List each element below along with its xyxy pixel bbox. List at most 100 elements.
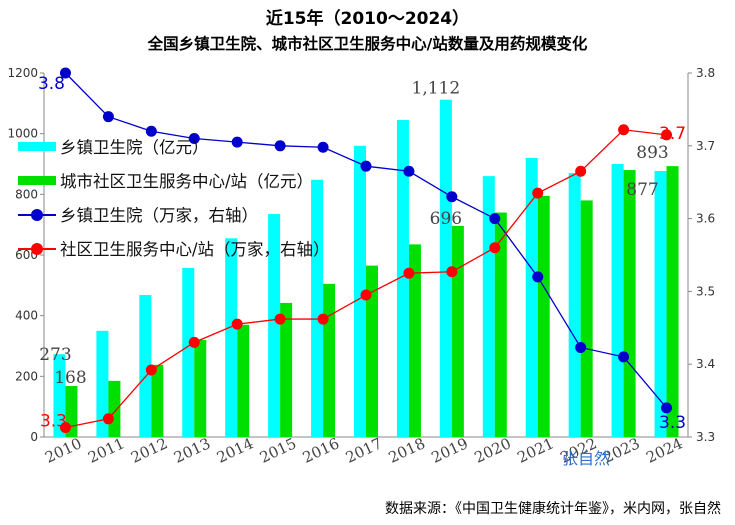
bar-township [268,214,281,437]
bar-township [311,179,324,438]
left-tick-label: 1000 [7,127,38,141]
point-community [661,129,673,141]
point-community [231,318,243,330]
point-community [489,242,501,254]
x-tick-label: 2017 [343,434,385,466]
bar-township [139,295,152,437]
data-label: 3.3 [40,412,67,432]
bar-community [494,212,507,437]
left-tick-label: 400 [15,309,38,323]
point-township [274,140,286,152]
left-tick-label: 800 [15,187,38,201]
bar-township [439,99,452,438]
bar-community [323,283,336,437]
chart-title: 近15年（2010～2024） [265,9,470,29]
point-township [532,271,544,283]
bar-community [237,324,250,437]
x-tick-label: 2011 [85,434,127,466]
data-label: 273 [39,345,71,365]
point-community [102,413,114,425]
bar-community [366,265,378,437]
legend-label: 城市社区卫生服务中心/站（亿元） [60,172,314,191]
point-community [403,267,415,279]
data-label: 3.7 [659,124,686,144]
point-community [59,422,71,434]
data-label: 893 [636,143,668,163]
bar-township [568,173,581,437]
point-township [661,402,673,414]
x-tick-label: 2016 [300,434,342,466]
data-label: 696 [430,209,462,229]
bar-township [482,176,495,437]
x-tick-label: 2024 [643,434,685,466]
point-township [403,165,415,177]
right-tick-label: 3.5 [696,284,715,298]
point-community [532,187,544,199]
bar-township [654,170,667,437]
x-tick-label: 2019 [429,434,471,466]
point-township [102,111,114,123]
bar-community [408,244,421,437]
bar-township [225,238,238,437]
data-label: 3.3 [659,413,686,433]
bar-township [182,268,195,437]
legend-label: 乡镇卫生院（万家，右轴） [60,206,258,225]
bar-township [396,120,409,438]
point-community [274,313,286,325]
legend-dot-blue [31,209,43,221]
left-tick-label: 200 [15,369,38,383]
point-township [489,213,501,225]
point-township [145,125,157,137]
data-label: 1,112 [412,79,461,99]
bar-community [194,339,207,437]
x-tick-label: 2021 [515,434,557,466]
point-township [575,341,587,353]
x-tick-label: 2010 [42,434,84,466]
bar-township [96,330,109,437]
point-township [231,136,243,148]
bar-township [611,164,624,437]
x-tick-label: 2013 [171,434,213,466]
point-community [317,313,329,325]
point-township [618,351,630,363]
bar-township [53,354,66,437]
point-township [360,160,372,172]
x-tick-label: 2012 [128,434,170,466]
right-tick-label: 3.7 [696,139,715,153]
chart-subtitle: 全国乡镇卫生院、城市社区卫生服务中心/站数量及用药规模变化 [147,35,588,53]
point-township [446,191,458,203]
data-label: 168 [54,368,86,388]
x-tick-label: 2014 [214,434,256,466]
point-community [575,165,587,177]
left-tick-label: 1200 [7,66,38,80]
point-community [446,266,458,278]
point-community [360,289,372,301]
point-community [188,336,200,348]
point-community [618,124,630,136]
bar-community [580,200,593,437]
point-township [188,133,200,145]
bar-community [280,302,293,437]
point-community [145,364,157,376]
bar-community [666,166,679,437]
legend-swatch-cyan [18,142,56,151]
left-tick-label: 0 [30,430,38,444]
bar-community [151,364,164,437]
bar-township [354,145,366,438]
x-tick-label: 2020 [472,434,514,466]
point-township [317,141,329,153]
right-tick-label: 3.6 [696,212,715,226]
x-tick-label: 2018 [386,434,428,466]
bar-community [451,225,464,437]
legend-swatch-green [18,176,56,185]
data-label: 3.8 [38,74,65,94]
point-township [59,67,71,79]
right-tick-label: 3.4 [696,357,715,371]
bar-community [108,380,121,437]
right-tick-label: 3.3 [696,430,715,444]
bar-community [537,195,550,437]
x-tick-label: 2015 [257,434,299,466]
right-tick-label: 3.8 [696,66,715,80]
bar-community [623,170,636,438]
